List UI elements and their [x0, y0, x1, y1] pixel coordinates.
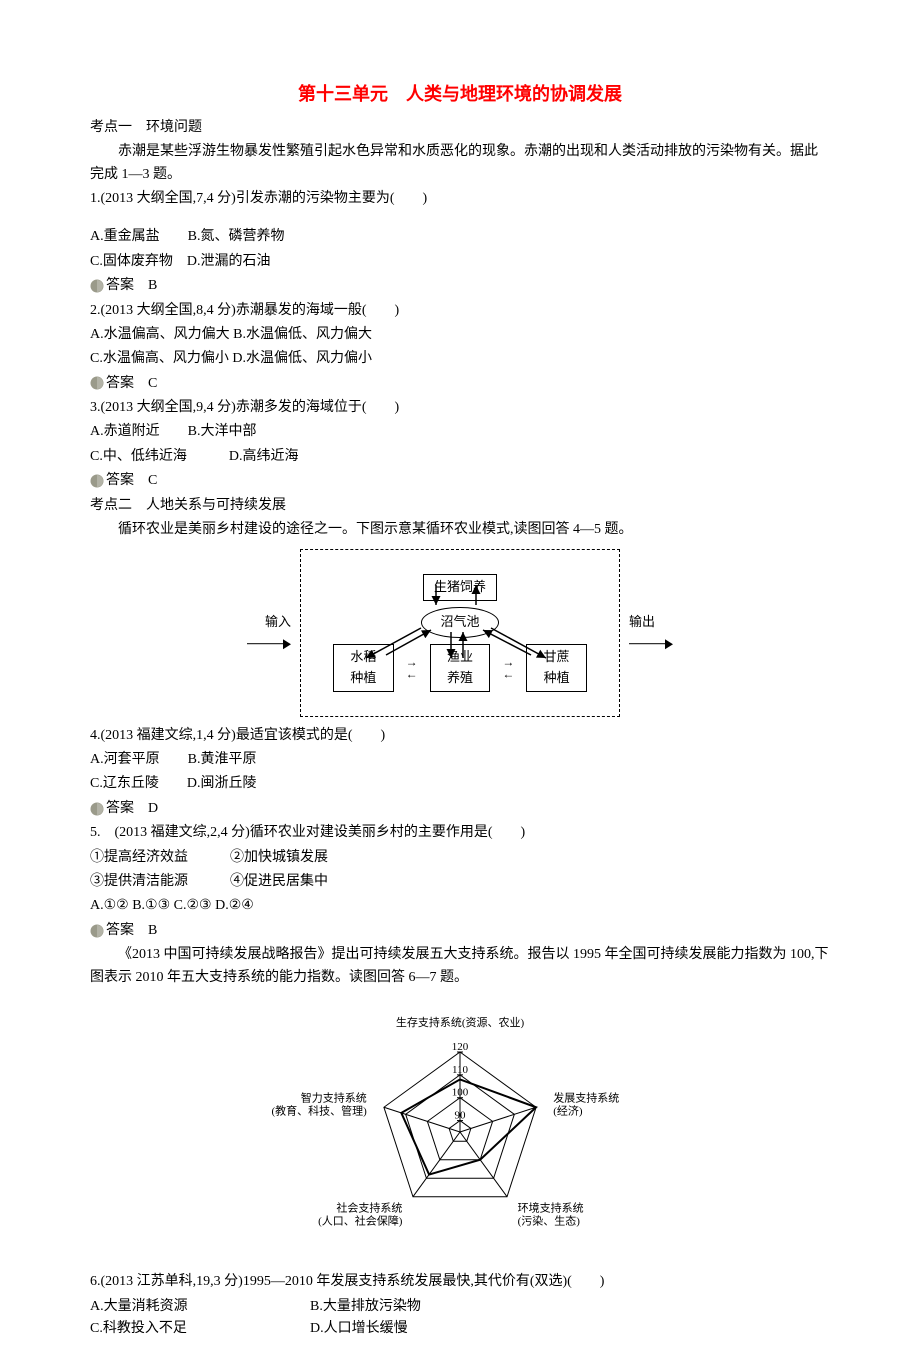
node-pig: 生猪饲养 — [423, 574, 497, 601]
svg-text:发展支持系统: 发展支持系统 — [553, 1091, 619, 1105]
q5-statements-line2: ③提供清洁能源 ④促进民居集中 — [90, 871, 830, 893]
q2-options-line2: C.水温偏高、风力偏小 D.水温偏低、风力偏小 — [90, 348, 830, 370]
q6-opt-d: D.人口增长缓慢 — [310, 1318, 408, 1340]
q5-s3: ③提供清洁能源 — [90, 874, 188, 889]
q2-opt-a: A.水温偏高、风力偏大 — [90, 327, 230, 342]
q2-opt-c: C.水温偏高、风力偏小 — [90, 351, 229, 366]
disc-icon — [90, 802, 104, 816]
q2-opt-b: B.水温偏低、风力偏大 — [233, 327, 372, 342]
output-text: 输出 — [629, 614, 655, 629]
q3-options-line1: A.赤道附近 B.大洋中部 — [90, 421, 830, 443]
q1-opt-c: C.固体废弃物 — [90, 254, 173, 269]
node-sugarcane: 甘蔗种植 — [526, 644, 587, 692]
node-rice: 水稻种植 — [333, 644, 394, 692]
node-biogas: 沼气池 — [421, 607, 498, 638]
q2-answer-text: 答案 C — [106, 376, 157, 391]
svg-text:(教育、科技、管理): (教育、科技、管理) — [271, 1104, 367, 1118]
q1-opt-d: D.泄漏的石油 — [187, 254, 271, 269]
topic1-heading: 考点一 环境问题 — [90, 117, 830, 139]
passage-3: 《2013 中国可持续发展战略报告》提出可持续发展五大支持系统。报告以 1995… — [90, 944, 830, 989]
q5-statements-line1: ①提高经济效益 ②加快城镇发展 — [90, 847, 830, 869]
q1-options-line1: A.重金属盐 B.氮、磷营养物 — [90, 226, 830, 248]
q4-opt-a: A.河套平原 — [90, 752, 160, 767]
disc-icon — [90, 279, 104, 293]
q5-answer-text: 答案 B — [106, 923, 157, 938]
q3-opt-a: A.赤道附近 — [90, 424, 160, 439]
svg-text:(污染、生态): (污染、生态) — [518, 1213, 581, 1227]
unit-title: 第十三单元 人类与地理环境的协调发展 — [90, 80, 830, 109]
q2-answer: 答案 C — [90, 373, 830, 395]
svg-text:100: 100 — [452, 1087, 469, 1099]
q3-opt-c: C.中、低纬近海 — [90, 449, 187, 464]
q6-stem: 6.(2013 江苏单科,19,3 分)1995—2010 年发展支持系统发展最… — [90, 1271, 830, 1293]
svg-text:环境支持系统: 环境支持系统 — [518, 1200, 584, 1214]
q4-answer-text: 答案 D — [106, 801, 158, 816]
q4-options-line2: C.辽东丘陵 D.闽浙丘陵 — [90, 773, 830, 795]
q3-answer-text: 答案 C — [106, 473, 157, 488]
q5-s4: ④促进民居集中 — [230, 874, 328, 889]
q1-opt-a: A.重金属盐 — [90, 229, 160, 244]
passage-2: 循环农业是美丽乡村建设的途径之一。下图示意某循环农业模式,读图回答 4—5 题。 — [90, 519, 830, 541]
q1-options-line2: C.固体废弃物 D.泄漏的石油 — [90, 251, 830, 273]
input-text: 输入 — [265, 614, 291, 629]
svg-text:90: 90 — [455, 1109, 467, 1121]
q6-options: A.大量消耗资源B.大量排放污染物 C.科教投入不足D.人口增长缓慢 — [90, 1296, 830, 1341]
disc-icon — [90, 376, 104, 390]
q1-answer-text: 答案 B — [106, 278, 157, 293]
passage-1: 赤潮是某些浮游生物暴发性繁殖引起水色异常和水质恶化的现象。赤潮的出现和人类活动排… — [90, 141, 830, 186]
q5-stem: 5. (2013 福建文综,2,4 分)循环农业对建设美丽乡村的主要作用是( ) — [90, 822, 830, 844]
q3-answer: 答案 C — [90, 470, 830, 492]
arrow-icon: →← — [502, 656, 514, 680]
q2-opt-d: D.水温偏低、风力偏小 — [232, 351, 372, 366]
topic2-heading: 考点二 人地关系与可持续发展 — [90, 495, 830, 517]
disc-icon — [90, 474, 104, 488]
q4-answer: 答案 D — [90, 798, 830, 820]
q3-opt-d: D.高纬近海 — [229, 449, 299, 464]
q4-options-line1: A.河套平原 B.黄淮平原 — [90, 749, 830, 771]
q5-answer: 答案 B — [90, 920, 830, 942]
svg-text:生存支持系统(资源、农业): 生存支持系统(资源、农业) — [396, 1015, 525, 1029]
q5-s2: ②加快城镇发展 — [230, 850, 328, 865]
input-label: 输入 — [247, 612, 291, 654]
node-fish: 渔业养殖 — [430, 644, 491, 692]
q6-opt-b: B.大量排放污染物 — [310, 1296, 421, 1318]
svg-text:120: 120 — [452, 1041, 469, 1053]
disc-icon — [90, 924, 104, 938]
q1-answer: 答案 B — [90, 275, 830, 297]
q3-stem: 3.(2013 大纲全国,9,4 分)赤潮多发的海域位于( ) — [90, 397, 830, 419]
q2-stem: 2.(2013 大纲全国,8,4 分)赤潮暴发的海域一般( ) — [90, 300, 830, 322]
q5-s1: ①提高经济效益 — [90, 850, 188, 865]
svg-text:(经济): (经济) — [553, 1104, 583, 1118]
svg-text:110: 110 — [452, 1064, 469, 1076]
q2-options-line1: A.水温偏高、风力偏大 B.水温偏低、风力偏大 — [90, 324, 830, 346]
q4-stem: 4.(2013 福建文综,1,4 分)最适宜该模式的是( ) — [90, 725, 830, 747]
q1-stem: 1.(2013 大纲全国,7,4 分)引发赤潮的污染物主要为( ) — [90, 188, 830, 210]
arrow-icon: →← — [406, 656, 418, 680]
q4-opt-b: B.黄淮平原 — [188, 752, 257, 767]
cycle-agriculture-diagram: 输入 输出 生猪饲养 沼气池 水稻种植 →← 渔业养殖 →← 甘蔗种植 — [90, 549, 830, 716]
svg-text:(人口、社会保障): (人口、社会保障) — [318, 1213, 403, 1227]
q5-options: A.①② B.①③ C.②③ D.②④ — [90, 895, 830, 917]
radar-chart: 90 100 110 120 生存支持系统(资源、农业) 发展支持系统(经济) 环境支持系统… — [90, 997, 830, 1265]
svg-text:社会支持系统: 社会支持系统 — [336, 1200, 402, 1214]
q1-opt-b: B.氮、磷营养物 — [188, 229, 285, 244]
output-label: 输出 — [629, 612, 673, 654]
svg-text:智力支持系统: 智力支持系统 — [301, 1091, 367, 1105]
q4-opt-d: D.闽浙丘陵 — [187, 776, 257, 791]
q4-opt-c: C.辽东丘陵 — [90, 776, 159, 791]
q6-opt-a: A.大量消耗资源 — [90, 1296, 310, 1318]
q6-opt-c: C.科教投入不足 — [90, 1318, 310, 1340]
q3-opt-b: B.大洋中部 — [188, 424, 257, 439]
q3-options-line2: C.中、低纬近海 D.高纬近海 — [90, 446, 830, 468]
